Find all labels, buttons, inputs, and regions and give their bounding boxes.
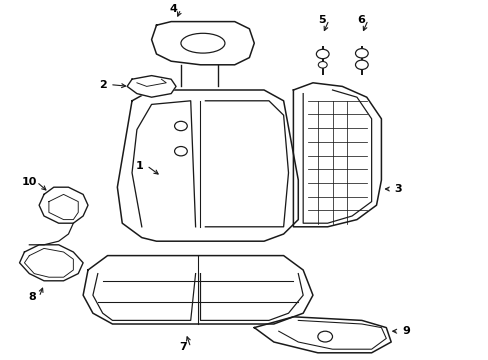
Text: 7: 7 bbox=[179, 342, 187, 352]
Text: 8: 8 bbox=[28, 292, 36, 302]
Polygon shape bbox=[117, 90, 298, 241]
Polygon shape bbox=[20, 245, 83, 281]
Circle shape bbox=[174, 147, 187, 156]
Circle shape bbox=[174, 121, 187, 131]
Polygon shape bbox=[127, 76, 176, 97]
Text: 2: 2 bbox=[99, 80, 106, 90]
Circle shape bbox=[355, 49, 367, 58]
Text: 1: 1 bbox=[135, 161, 143, 171]
Polygon shape bbox=[254, 317, 390, 353]
Text: 10: 10 bbox=[21, 177, 37, 187]
Circle shape bbox=[317, 331, 332, 342]
Polygon shape bbox=[39, 187, 88, 223]
Circle shape bbox=[316, 49, 328, 59]
Ellipse shape bbox=[181, 33, 224, 53]
Circle shape bbox=[355, 60, 367, 69]
Polygon shape bbox=[293, 83, 381, 227]
Text: 4: 4 bbox=[169, 4, 177, 14]
Text: 6: 6 bbox=[356, 15, 364, 25]
Text: 5: 5 bbox=[317, 15, 325, 25]
Text: 3: 3 bbox=[394, 184, 402, 194]
Polygon shape bbox=[151, 22, 254, 65]
Circle shape bbox=[318, 62, 326, 68]
Text: 9: 9 bbox=[401, 326, 409, 336]
Polygon shape bbox=[83, 256, 312, 324]
